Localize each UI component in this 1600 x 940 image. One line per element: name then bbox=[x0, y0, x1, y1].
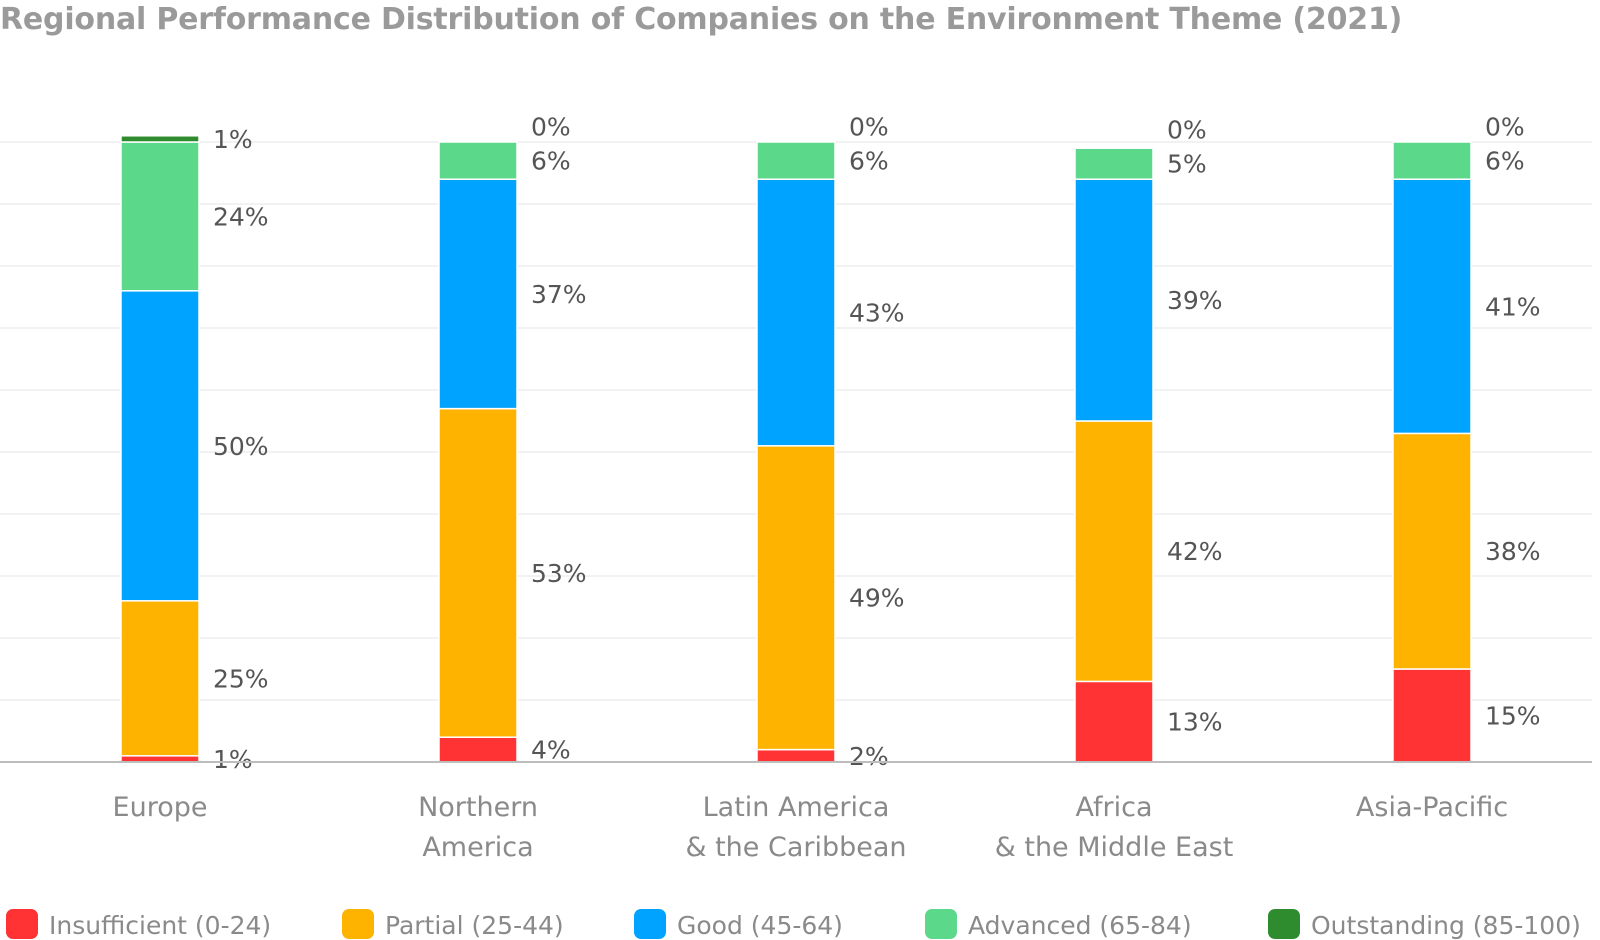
bar-segment bbox=[1392, 141, 1472, 180]
data-label: 1% bbox=[213, 125, 253, 154]
bar-segment bbox=[756, 178, 836, 447]
bar-segment bbox=[120, 600, 200, 757]
data-label: 37% bbox=[531, 280, 587, 309]
legend-label: Good (45-64) bbox=[677, 911, 843, 940]
category-label: Africa bbox=[1075, 792, 1152, 823]
bar-segment bbox=[438, 178, 518, 410]
category-label: Latin America bbox=[703, 792, 890, 823]
data-label: 6% bbox=[531, 147, 571, 176]
data-label: 42% bbox=[1167, 537, 1223, 566]
data-label: 38% bbox=[1485, 537, 1541, 566]
legend-item: Insufficient (0-24) bbox=[6, 909, 271, 940]
category-labels: Europe Northern America Latin America & the … bbox=[113, 792, 1509, 863]
data-label: 6% bbox=[1485, 147, 1525, 176]
data-label: 53% bbox=[531, 559, 587, 588]
legend-swatch bbox=[634, 909, 666, 939]
bar-segment bbox=[1392, 178, 1472, 435]
legend-item: Outstanding (85-100) bbox=[1268, 909, 1581, 940]
bar-segment bbox=[756, 445, 836, 751]
bar-segment bbox=[1074, 420, 1154, 683]
bar-segment bbox=[756, 748, 836, 763]
data-label: 15% bbox=[1485, 702, 1541, 731]
legend-swatch bbox=[6, 909, 38, 939]
data-label: 6% bbox=[849, 147, 889, 176]
data-label: 43% bbox=[849, 299, 905, 328]
category-label: Europe bbox=[113, 792, 208, 823]
category-label: & the Caribbean bbox=[685, 832, 906, 863]
data-label: 0% bbox=[849, 113, 889, 142]
data-label: 4% bbox=[531, 736, 571, 765]
category-label: Northern bbox=[418, 792, 538, 823]
data-label: 50% bbox=[213, 432, 269, 461]
legend-swatch bbox=[1268, 909, 1300, 939]
data-label: 24% bbox=[213, 202, 269, 231]
data-label: 25% bbox=[213, 664, 269, 693]
legend-item: Advanced (65-84) bbox=[925, 909, 1192, 940]
legend-item: Good (45-64) bbox=[634, 909, 843, 940]
data-label: 2% bbox=[849, 742, 889, 771]
legend-label: Outstanding (85-100) bbox=[1311, 911, 1581, 940]
bar-segment bbox=[1392, 668, 1472, 763]
bar-segment bbox=[120, 290, 200, 602]
legend-swatch bbox=[342, 909, 374, 939]
bar-segment bbox=[1074, 178, 1154, 422]
bar-segment bbox=[438, 407, 518, 738]
data-label: 5% bbox=[1167, 150, 1207, 179]
data-label: 1% bbox=[213, 745, 253, 774]
category-label: Asia-Pacific bbox=[1356, 792, 1508, 823]
bar-segment bbox=[756, 141, 836, 180]
data-label: 41% bbox=[1485, 292, 1541, 321]
legend-label: Insufficient (0-24) bbox=[49, 911, 271, 940]
bar-segment bbox=[1074, 680, 1154, 763]
bar-segment bbox=[438, 736, 518, 763]
legend: Insufficient (0-24) Partial (25-44) Good (… bbox=[6, 909, 1581, 940]
data-label: 0% bbox=[1167, 116, 1207, 145]
category-label: America bbox=[422, 832, 533, 863]
legend-swatch bbox=[925, 909, 957, 939]
value-labels: 1% 25% 50% 24% 1% 4% 53% 37% 6% 0% 2% 49% 43% 6% 0% 13%… bbox=[213, 113, 1541, 774]
bar-segment bbox=[1074, 147, 1154, 180]
legend-item: Partial (25-44) bbox=[342, 909, 564, 940]
legend-label: Advanced (65-84) bbox=[968, 911, 1192, 940]
bar-segment bbox=[1392, 432, 1472, 670]
category-label: & the Middle East bbox=[995, 832, 1234, 863]
bar-segment bbox=[120, 141, 200, 292]
data-label: 0% bbox=[531, 113, 571, 142]
data-label: 39% bbox=[1167, 286, 1223, 315]
bar-segment bbox=[120, 135, 200, 143]
data-label: 0% bbox=[1485, 113, 1525, 142]
bar-segment bbox=[438, 141, 518, 180]
chart-title: Regional Performance Distribution of Com… bbox=[0, 2, 1403, 37]
data-label: 13% bbox=[1167, 708, 1223, 737]
legend-label: Partial (25-44) bbox=[385, 911, 564, 940]
data-label: 49% bbox=[849, 584, 905, 613]
bars bbox=[120, 135, 1472, 763]
